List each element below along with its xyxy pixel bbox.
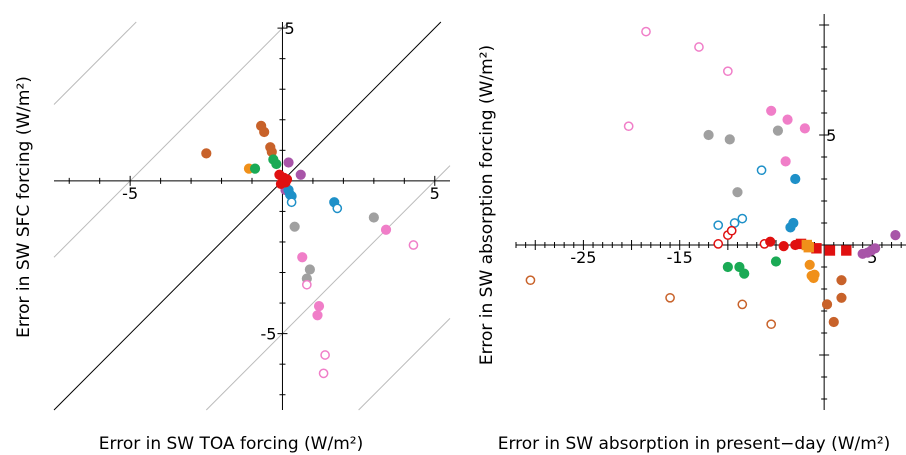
x-tick-label: -5 (122, 184, 138, 203)
data-point (804, 259, 815, 270)
data-point (301, 279, 312, 290)
left-panel: -5 5 5 -5 Error in SW TOA forcing (W/m²) Er… (14, 19, 451, 454)
data-point (809, 269, 820, 280)
data-point (312, 310, 323, 321)
left-ticks: -5 5 5 -5 (68, 19, 440, 396)
data-point (271, 158, 282, 170)
data-point (320, 350, 330, 360)
data-point (297, 252, 308, 263)
data-point (713, 239, 724, 249)
data-point (870, 243, 881, 254)
data-point (380, 224, 392, 235)
right-points (525, 26, 901, 330)
right-y-axis-title: Error in SW absorption forcing (W/m²) (477, 45, 497, 365)
data-point (836, 292, 847, 303)
offset-reference-line (205, 165, 451, 411)
offset-reference-line (53, 21, 289, 258)
data-point (788, 217, 799, 229)
data-point (737, 213, 748, 224)
data-point (283, 157, 294, 168)
data-point (408, 240, 419, 250)
y-tick-label: -5 (261, 325, 277, 344)
y-tick-label: 5 (826, 126, 836, 145)
data-point (641, 26, 651, 37)
data-point (799, 123, 810, 134)
data-point (722, 261, 733, 273)
data-point (289, 221, 300, 232)
data-point (766, 105, 777, 116)
data-point (732, 187, 743, 198)
data-point (803, 241, 814, 253)
data-point (332, 203, 343, 214)
data-point (890, 230, 901, 241)
data-point (368, 212, 379, 223)
right-ticks: -25 -15 5 5 (515, 24, 902, 400)
data-point (780, 156, 791, 167)
data-point (665, 292, 675, 303)
data-point (778, 241, 789, 252)
data-point (828, 316, 839, 328)
data-point (313, 301, 325, 312)
data-point (318, 368, 329, 379)
data-point (201, 148, 212, 159)
offset-reference-line (53, 21, 137, 105)
data-point (259, 126, 270, 138)
data-point (790, 173, 801, 185)
data-point (281, 174, 293, 185)
x-tick-label: -15 (667, 248, 693, 267)
data-point (295, 169, 306, 180)
data-point (724, 134, 735, 145)
data-point (525, 275, 536, 286)
left-axes (54, 22, 450, 410)
data-point (824, 245, 836, 256)
data-point (694, 42, 704, 52)
data-point (756, 165, 767, 176)
data-point (739, 268, 750, 279)
data-point (766, 319, 777, 330)
data-point (703, 129, 714, 141)
data-point (723, 66, 733, 77)
data-point (737, 299, 748, 310)
right-x-axis-title: Error in SW absorption in present−day (W… (498, 434, 891, 454)
data-point (304, 264, 315, 275)
right-panel: -25 -15 5 5 Error in SW absorption in prese… (477, 14, 906, 454)
offset-reference-line (358, 317, 451, 411)
left-x-axis-title: Error in SW TOA forcing (W/m²) (99, 434, 363, 454)
left-points (201, 120, 419, 379)
data-point (623, 121, 634, 132)
x-tick-label: -25 (570, 248, 596, 267)
data-point (249, 163, 261, 174)
x-tick-label: 5 (867, 248, 877, 267)
data-point (765, 236, 776, 247)
data-point (713, 220, 724, 231)
data-point (726, 225, 737, 236)
right-axes (516, 14, 906, 410)
data-point (836, 275, 847, 286)
y-tick-label: 5 (284, 19, 294, 38)
data-point (782, 114, 793, 125)
data-point (841, 245, 852, 256)
data-point (821, 299, 833, 310)
left-y-axis-title: Error in SW SFC forcing (W/m²) (14, 76, 34, 338)
one-to-one-line (53, 21, 442, 411)
x-tick-label: 5 (430, 184, 440, 203)
data-point (772, 125, 784, 136)
data-point (286, 197, 297, 208)
data-point (770, 256, 782, 267)
left-reference-lines (53, 21, 451, 411)
